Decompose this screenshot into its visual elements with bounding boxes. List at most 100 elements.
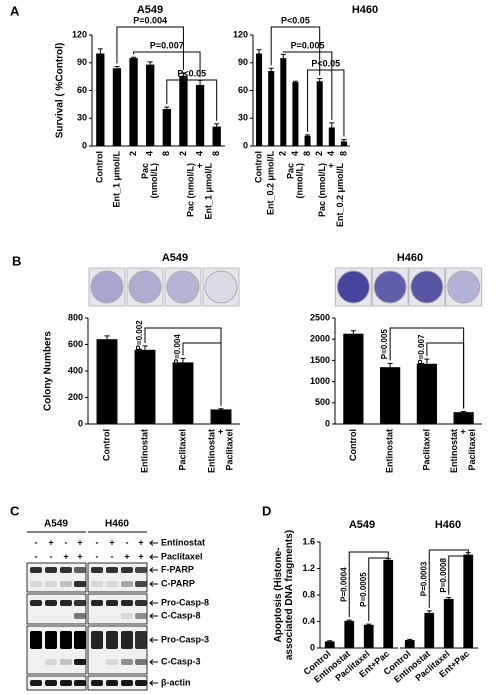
blot-band	[45, 600, 57, 606]
bar	[304, 135, 311, 146]
colony-well	[373, 270, 407, 304]
bar	[210, 409, 232, 424]
chart-title: A549	[137, 4, 163, 16]
blot-band	[74, 659, 86, 665]
p-value: P<0.05	[311, 58, 340, 68]
group-label: Ent_0.2 μmol/L	[335, 163, 345, 228]
bar	[424, 612, 435, 648]
blot-band	[60, 600, 72, 606]
group-label: Pac (nmol/L)	[317, 163, 327, 217]
blot-band	[45, 631, 57, 649]
blot-band	[30, 631, 42, 649]
blot-band	[135, 613, 147, 619]
bar	[463, 554, 474, 648]
error-bar	[426, 610, 432, 613]
error-bar	[214, 123, 220, 127]
colony-well	[410, 270, 444, 304]
panel-label: B	[12, 253, 21, 268]
y-tick-label: 1500	[310, 355, 330, 365]
significance-bracket	[368, 555, 389, 622]
p-value: P=0.004	[133, 15, 167, 25]
p-value: P=0.0004	[339, 567, 348, 602]
blot-band	[60, 680, 72, 686]
blot-band	[135, 600, 147, 606]
y-tick-label: 90	[77, 57, 87, 67]
bar	[443, 598, 454, 648]
x-tick-label: 8	[161, 151, 171, 156]
blot-band	[60, 659, 72, 665]
x-tick-label: 8	[302, 151, 312, 156]
blot-band	[91, 581, 103, 587]
label-arrow	[149, 613, 158, 619]
bar	[344, 620, 355, 648]
colony-well	[336, 270, 370, 304]
blot-band	[121, 613, 133, 619]
x-tick-label: Entinostat	[449, 429, 459, 473]
p-value: P=0.0008	[439, 558, 448, 593]
treatment-sign: +	[77, 537, 82, 547]
x-tick-label: 2	[178, 151, 188, 156]
error-bar	[180, 72, 186, 76]
x-tick-label: Ent_0.2 μmol/L	[266, 151, 276, 216]
error-bar	[131, 56, 137, 59]
y-tick-label: 0.8	[302, 589, 315, 599]
error-bar	[446, 597, 452, 599]
significance-bracket	[133, 51, 201, 78]
x-tick-label: Control	[101, 429, 111, 461]
bar	[129, 58, 138, 146]
treatment-sign: +	[109, 537, 114, 547]
x-tick-label: Entinostat	[139, 429, 149, 473]
chart-title: H460	[435, 519, 461, 531]
x-tick-label: Paclitaxel	[421, 429, 431, 471]
bar	[340, 141, 347, 146]
bar	[404, 640, 415, 648]
blot-band	[74, 600, 86, 606]
significance-bracket	[307, 69, 345, 137]
p-value: P=0.005	[380, 329, 389, 360]
error-bar	[327, 640, 333, 642]
chart-title: A549	[162, 252, 188, 264]
blot-band	[106, 567, 118, 573]
group-label: Pac	[285, 163, 295, 179]
y-tick-label: 60	[77, 85, 87, 95]
y-tick-label: 30	[77, 113, 87, 123]
y-tick-label: 0	[325, 418, 330, 428]
x-tick-label: 2	[314, 151, 324, 156]
colony-plate	[445, 267, 483, 307]
blot-band	[135, 659, 147, 665]
bar	[212, 126, 221, 146]
error-bar	[97, 48, 103, 54]
label-arrow	[149, 581, 158, 587]
bar	[316, 81, 323, 146]
treatment-sign: +	[138, 551, 143, 561]
panel-label: C	[10, 503, 20, 518]
x-tick-label: +	[458, 429, 468, 434]
blot-membrane	[26, 593, 87, 625]
significance-bracket	[182, 342, 222, 406]
treatment-sign: -	[65, 537, 68, 547]
treatment-sign: +	[48, 537, 53, 547]
treatment-sign: -	[96, 537, 99, 547]
band-label: Pro-Casp-3	[161, 634, 209, 644]
blot-band	[30, 567, 42, 573]
x-tick-label: Paclitaxel	[224, 429, 234, 471]
bar	[146, 64, 155, 146]
error-bar	[346, 619, 352, 621]
label-arrow	[149, 680, 158, 686]
band-label: C-PARP	[161, 578, 195, 588]
p-value: P=0.0005	[359, 572, 368, 607]
y-tick-label: 800	[68, 312, 83, 322]
treatment-sign: +	[77, 551, 82, 561]
bar	[416, 363, 437, 424]
significance-bracket	[426, 342, 465, 409]
blot-band	[106, 631, 118, 649]
y-axis-label: Survival ( %Control)	[55, 43, 66, 139]
treatment-sign: -	[96, 551, 99, 561]
error-bar	[197, 79, 203, 85]
x-tick-label: Paclitaxel	[467, 429, 477, 471]
x-tick-label: Ent_1 μmol/L	[111, 150, 121, 207]
error-bar	[341, 139, 347, 142]
error-bar	[461, 410, 467, 413]
group-label: Pac	[140, 163, 150, 179]
blot-band	[135, 680, 147, 686]
